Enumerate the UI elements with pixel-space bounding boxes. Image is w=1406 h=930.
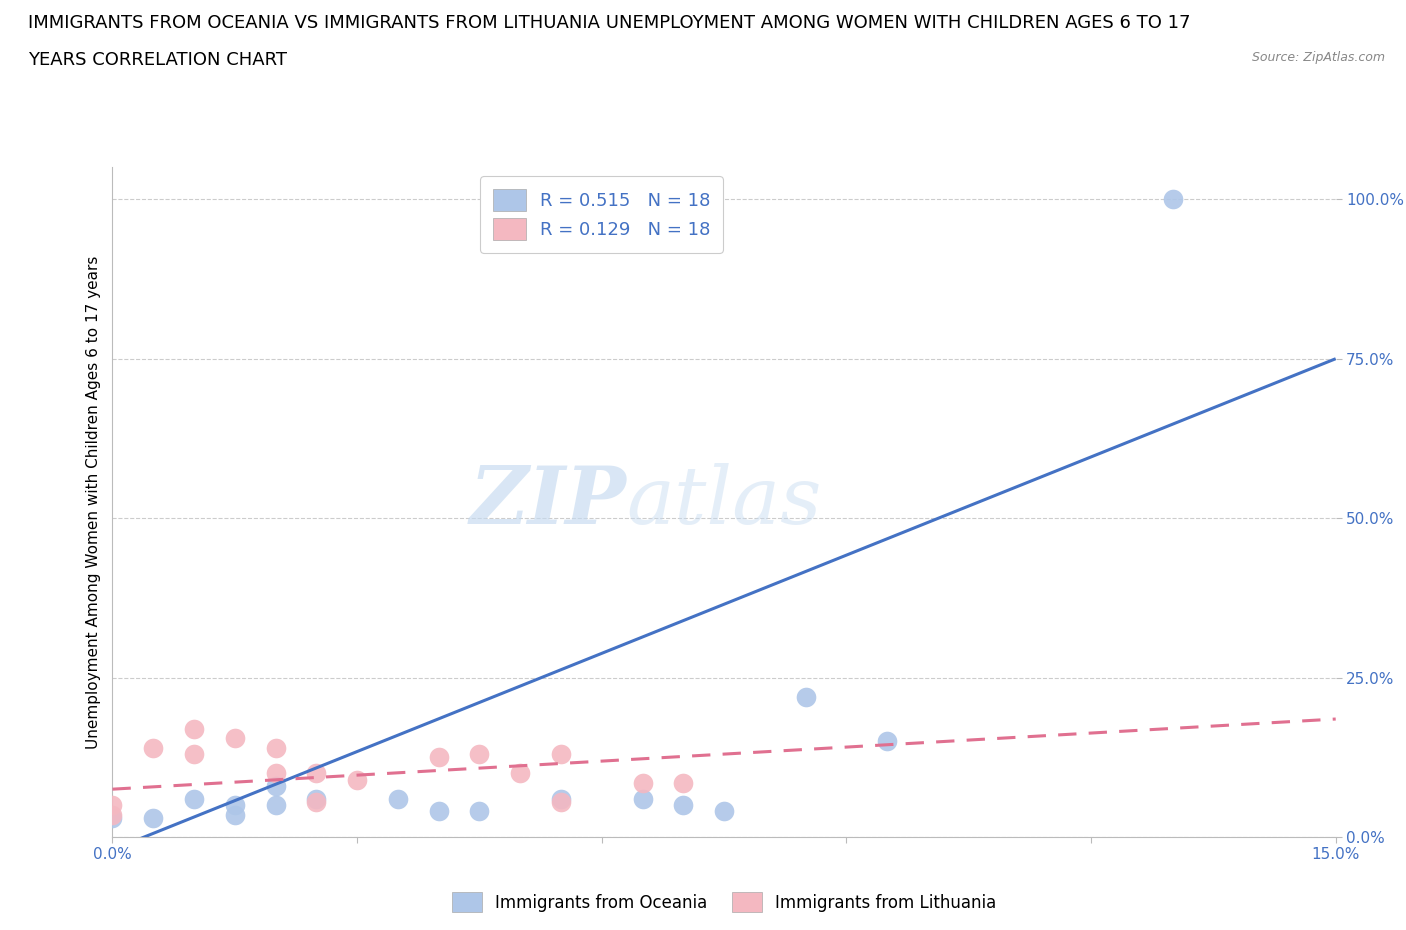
Point — [101, 807, 124, 822]
Y-axis label: Unemployment Among Women with Children Ages 6 to 17 years: Unemployment Among Women with Children A… — [86, 256, 101, 749]
Text: YEARS CORRELATION CHART: YEARS CORRELATION CHART — [28, 51, 287, 69]
Point — [550, 791, 572, 806]
Point — [101, 798, 124, 813]
Point — [224, 798, 246, 813]
Point — [876, 734, 898, 749]
Point — [550, 747, 572, 762]
Point — [183, 747, 205, 762]
Point — [427, 750, 450, 764]
Point — [183, 721, 205, 736]
Point — [631, 776, 654, 790]
Point — [183, 791, 205, 806]
Point — [672, 776, 695, 790]
Legend: Immigrants from Oceania, Immigrants from Lithuania: Immigrants from Oceania, Immigrants from… — [441, 882, 1007, 923]
Point — [468, 747, 491, 762]
Point — [346, 772, 368, 787]
Point — [1161, 192, 1184, 206]
Text: atlas: atlas — [626, 463, 821, 541]
Point — [305, 765, 328, 780]
Point — [142, 810, 165, 825]
Text: ZIP: ZIP — [470, 463, 626, 541]
Point — [305, 794, 328, 809]
Point — [264, 765, 287, 780]
Point — [387, 791, 409, 806]
Text: Source: ZipAtlas.com: Source: ZipAtlas.com — [1251, 51, 1385, 64]
Point — [264, 798, 287, 813]
Point — [142, 740, 165, 755]
Point — [468, 804, 491, 819]
Point — [550, 794, 572, 809]
Point — [224, 731, 246, 746]
Point — [794, 689, 817, 704]
Point — [713, 804, 735, 819]
Text: IMMIGRANTS FROM OCEANIA VS IMMIGRANTS FROM LITHUANIA UNEMPLOYMENT AMONG WOMEN WI: IMMIGRANTS FROM OCEANIA VS IMMIGRANTS FR… — [28, 14, 1191, 32]
Point — [509, 765, 531, 780]
Point — [101, 810, 124, 825]
Point — [224, 807, 246, 822]
Point — [427, 804, 450, 819]
Point — [264, 740, 287, 755]
Point — [631, 791, 654, 806]
Point — [672, 798, 695, 813]
Point — [264, 778, 287, 793]
Point — [305, 791, 328, 806]
